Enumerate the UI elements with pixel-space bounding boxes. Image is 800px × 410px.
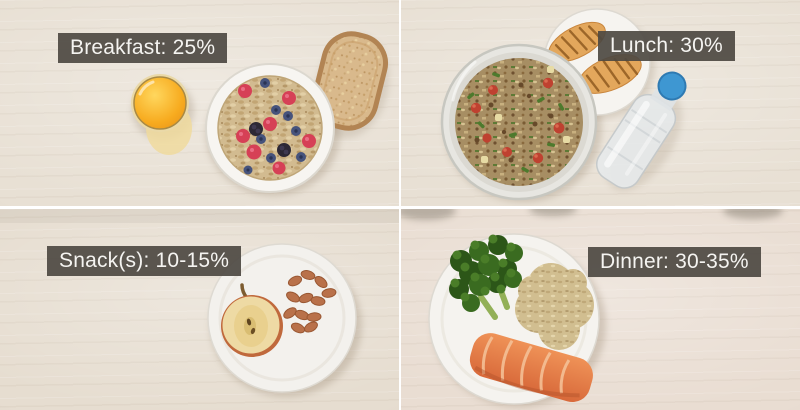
dinner-photo-canvas <box>401 209 783 407</box>
bottle-cap <box>657 71 687 101</box>
apple-half <box>221 283 283 357</box>
breakfast-photo-canvas <box>131 31 390 196</box>
label-dinner: Dinner: 30-35% <box>588 247 761 278</box>
water-bottle <box>596 71 687 189</box>
raspberries <box>236 84 316 175</box>
lunch-photo-canvas <box>440 8 687 202</box>
photo-snack: Snack(s): 10-15% <box>0 209 399 410</box>
orange-juice-glass <box>131 74 192 155</box>
cherry-tomatoes <box>470 77 565 164</box>
cucumber-cubes <box>481 66 570 163</box>
blurred-background-objects <box>401 209 783 220</box>
photo-dinner: Dinner: 30-35% <box>401 209 800 410</box>
salmon-fillet <box>469 333 593 403</box>
quinoa-dark-bits <box>474 82 554 163</box>
brown-rice <box>515 263 594 350</box>
blueberries <box>243 78 306 175</box>
label-lunch: Lunch: 30% <box>598 31 735 62</box>
photo-lunch: Lunch: 30% <box>401 0 800 206</box>
oatmeal-berry-bowl <box>205 63 335 193</box>
quinoa-salad-bowl <box>440 43 598 201</box>
salad-greens <box>467 72 565 173</box>
blackberries <box>249 122 291 157</box>
snack-photo-canvas <box>0 209 399 397</box>
label-breakfast: Breakfast: 25% <box>58 33 228 64</box>
almonds <box>283 270 337 334</box>
photo-breakfast: Breakfast: 25% <box>0 0 399 206</box>
broccoli <box>449 234 523 320</box>
toast-slice <box>311 31 389 131</box>
label-snack: Snack(s): 10-15% <box>47 246 242 277</box>
